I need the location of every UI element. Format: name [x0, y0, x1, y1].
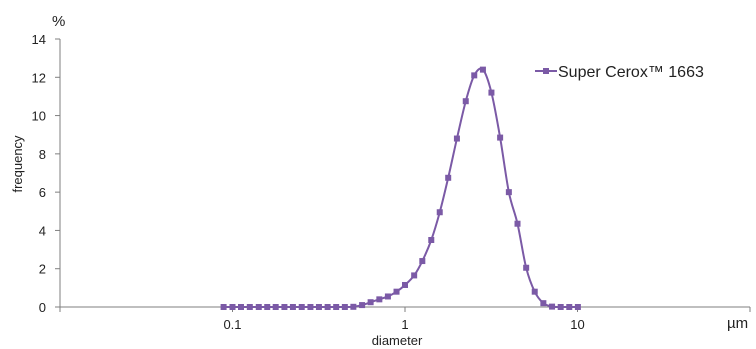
y-unit-label: %: [52, 13, 65, 30]
data-point: [505, 189, 512, 196]
data-point: [479, 66, 486, 73]
legend-label: Super Cerox™ 1663: [558, 64, 704, 81]
data-point: [255, 304, 262, 310]
data-point: [229, 304, 236, 310]
data-point: [289, 304, 296, 310]
x-ticks: 0.1 1 10: [59, 307, 751, 332]
data-point: [471, 72, 478, 79]
data-point: [246, 304, 253, 310]
legend-marker-swatch: [543, 68, 549, 74]
series-line: [223, 67, 578, 309]
data-point: [350, 303, 357, 310]
data-point: [428, 237, 435, 243]
data-point: [315, 304, 322, 310]
data-point: [462, 98, 469, 105]
data-point: [376, 296, 383, 303]
data-point: [333, 304, 340, 310]
y-tick-label: 8: [39, 147, 46, 162]
data-point: [523, 264, 530, 271]
data-point: [514, 220, 521, 227]
y-tick-label: 6: [39, 185, 46, 200]
data-point: [557, 304, 564, 310]
data-point: [445, 174, 452, 181]
data-point: [419, 258, 426, 265]
y-tick-label: 12: [32, 70, 46, 85]
data-point: [488, 89, 495, 96]
y-tick-label: 2: [39, 262, 46, 277]
data-point: [549, 303, 556, 310]
data-point: [453, 135, 460, 142]
x-axis-title: diameter: [372, 333, 423, 348]
legend: Super Cerox™ 1663: [535, 64, 704, 81]
data-point: [411, 272, 418, 279]
data-point: [436, 209, 443, 216]
x-tick-label: 1: [401, 317, 408, 332]
data-point: [497, 134, 504, 141]
y-axis-title: frequency: [10, 135, 25, 193]
data-point: [237, 304, 244, 310]
data-point: [341, 304, 348, 310]
x-tick-label: 0.1: [223, 317, 241, 332]
data-point: [367, 299, 374, 306]
series-layer: [220, 66, 581, 310]
data-point: [359, 302, 366, 309]
data-point: [281, 304, 288, 310]
y-tick-label: 10: [32, 109, 46, 124]
data-point: [402, 281, 408, 288]
y-tick-label: 0: [39, 300, 46, 315]
data-point: [298, 304, 305, 310]
data-point: [264, 304, 271, 310]
data-point: [393, 288, 400, 295]
data-point: [384, 293, 391, 300]
data-point: [272, 304, 279, 310]
data-point: [531, 288, 538, 295]
data-point: [566, 304, 573, 310]
y-ticks: 0 2 4 6 8 10 12 14: [32, 32, 60, 315]
data-point: [324, 304, 331, 310]
axes: 0 2 4 6 8 10 12 14 0.1 1 10: [32, 32, 751, 332]
x-unit-label: µm: [727, 315, 748, 332]
data-point: [574, 304, 581, 310]
y-tick-label: 4: [39, 223, 46, 238]
data-point: [307, 304, 314, 310]
data-point: [540, 300, 547, 307]
y-tick-label: 14: [32, 32, 46, 47]
data-point: [220, 304, 227, 310]
x-tick-label: 10: [570, 317, 584, 332]
